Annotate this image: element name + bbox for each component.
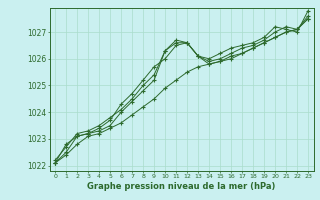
X-axis label: Graphe pression niveau de la mer (hPa): Graphe pression niveau de la mer (hPa) — [87, 182, 276, 191]
